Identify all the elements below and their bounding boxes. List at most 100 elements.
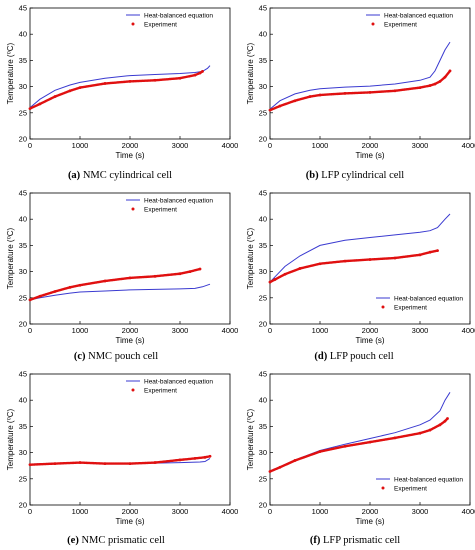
data-point <box>178 76 182 80</box>
y-axis-label: Temperature (⁰C) <box>246 408 255 470</box>
plot-frame <box>269 373 471 506</box>
data-point <box>201 70 204 73</box>
y-tick-label: 20 <box>19 320 27 329</box>
legend-label: Heat-balanced equation <box>144 379 213 386</box>
caption-text: NMC prismatic cell <box>79 535 165 546</box>
data-point <box>308 95 312 98</box>
panel-caption: (c) NMC pouch cell <box>74 351 158 362</box>
panel-caption: (d) LFP pouch cell <box>314 351 393 362</box>
y-tick-label: 35 <box>259 422 267 431</box>
x-tick-label: 0 <box>268 326 272 335</box>
caption-text: NMC pouch cell <box>86 351 159 362</box>
plot-frame <box>269 7 471 140</box>
y-axis-label: Temperature (⁰C) <box>6 227 15 289</box>
y-tick-label: 30 <box>19 448 27 457</box>
legend-swatch-dot <box>131 207 135 211</box>
caption-text: NMC cylindrical cell <box>80 170 172 181</box>
y-tick-label: 40 <box>259 30 267 39</box>
legend: Heat-balanced equation Experiment <box>126 13 213 29</box>
data-point <box>38 294 42 298</box>
data-point <box>103 82 107 85</box>
x-tick-label: 2000 <box>362 141 379 150</box>
chart-panel-6: 20 25 30 35 40 45 0 1000 2000 3000 4000 Time (s) Tem… <box>246 370 475 547</box>
y-tick-label: 30 <box>19 267 27 276</box>
data-point <box>418 431 422 435</box>
x-tick-label: 1000 <box>72 507 89 516</box>
data-point <box>153 78 157 82</box>
legend-label: Heat-balanced equation <box>144 13 213 20</box>
data-point <box>68 285 72 289</box>
y-tick-label: 40 <box>259 215 267 224</box>
y-axis-label: Temperature (⁰C) <box>6 408 15 470</box>
data-point <box>368 440 372 444</box>
plot-frame <box>29 373 231 506</box>
x-axis-label: Time (s) <box>115 151 144 160</box>
data-point <box>438 79 442 83</box>
y-tick-label: 45 <box>259 370 267 379</box>
data-point <box>428 428 432 432</box>
x-tick-label: 0 <box>28 141 32 150</box>
panel-caption: (b) LFP cylindrical cell <box>306 170 405 181</box>
legend: Heat-balanced equation Experiment <box>126 379 213 395</box>
data-point <box>203 455 207 459</box>
data-point <box>293 459 297 462</box>
data-point <box>428 250 432 254</box>
panel-caption: (e) NMC prismatic cell <box>67 535 165 546</box>
legend-swatch-dot <box>381 486 385 490</box>
panel-caption: (a) NMC cylindrical cell <box>68 170 172 181</box>
data-point <box>28 463 32 467</box>
legend-label: Experiment <box>144 388 177 395</box>
y-tick-label: 25 <box>259 108 267 117</box>
x-tick-label: 4000 <box>222 507 239 516</box>
data-point <box>78 283 82 287</box>
y-tick-label: 35 <box>19 422 27 431</box>
data-point <box>343 92 347 95</box>
data-point <box>193 73 197 77</box>
legend-swatch-dot <box>131 22 135 26</box>
legend-label: Heat-balanced equation <box>144 198 213 205</box>
caption-letter: (c) <box>74 351 86 362</box>
x-tick-label: 2000 <box>362 507 379 516</box>
chart-panel-2: 20 25 30 35 40 45 0 1000 2000 3000 4000 Time (s) Tem… <box>246 4 475 182</box>
x-tick-label: 3000 <box>412 141 429 150</box>
x-tick-label: 1000 <box>312 141 329 150</box>
data-point <box>368 258 372 261</box>
data-point <box>128 462 132 466</box>
y-tick-label: 40 <box>259 396 267 405</box>
legend-label: Experiment <box>384 22 417 29</box>
data-point <box>318 262 322 266</box>
data-point <box>393 89 397 93</box>
y-axis-label: Temperature (⁰C) <box>246 42 255 104</box>
x-axis-label: Time (s) <box>355 336 384 345</box>
series-dots-experiment <box>268 417 449 473</box>
series-line-heat-balanced <box>29 65 211 108</box>
data-point <box>153 461 157 464</box>
data-point <box>418 253 422 257</box>
y-tick-label: 40 <box>19 30 27 39</box>
x-axis-label: Time (s) <box>355 517 384 526</box>
data-point <box>38 102 42 106</box>
data-point <box>446 417 449 420</box>
y-tick-label: 20 <box>19 501 27 510</box>
caption-letter: (a) <box>68 170 81 181</box>
data-point <box>53 290 57 293</box>
legend-label: Heat-balanced equation <box>394 477 463 484</box>
x-tick-label: 0 <box>28 507 32 516</box>
y-tick-label: 40 <box>19 396 27 405</box>
series-dots-experiment <box>28 455 212 466</box>
y-axis-label: Temperature (⁰C) <box>6 42 15 104</box>
legend-swatch-dot <box>131 388 135 392</box>
x-tick-label: 0 <box>28 326 32 335</box>
caption-letter: (e) <box>67 535 79 546</box>
series-line-heat-balanced <box>29 283 211 301</box>
data-point <box>393 436 397 440</box>
x-tick-label: 1000 <box>72 141 89 150</box>
x-tick-label: 2000 <box>122 326 139 335</box>
data-point <box>78 461 82 464</box>
y-tick-label: 35 <box>19 241 27 250</box>
data-point <box>443 75 447 79</box>
y-tick-label: 30 <box>259 448 267 457</box>
data-point <box>268 108 272 112</box>
data-point <box>53 95 57 98</box>
y-tick-label: 20 <box>259 135 267 144</box>
